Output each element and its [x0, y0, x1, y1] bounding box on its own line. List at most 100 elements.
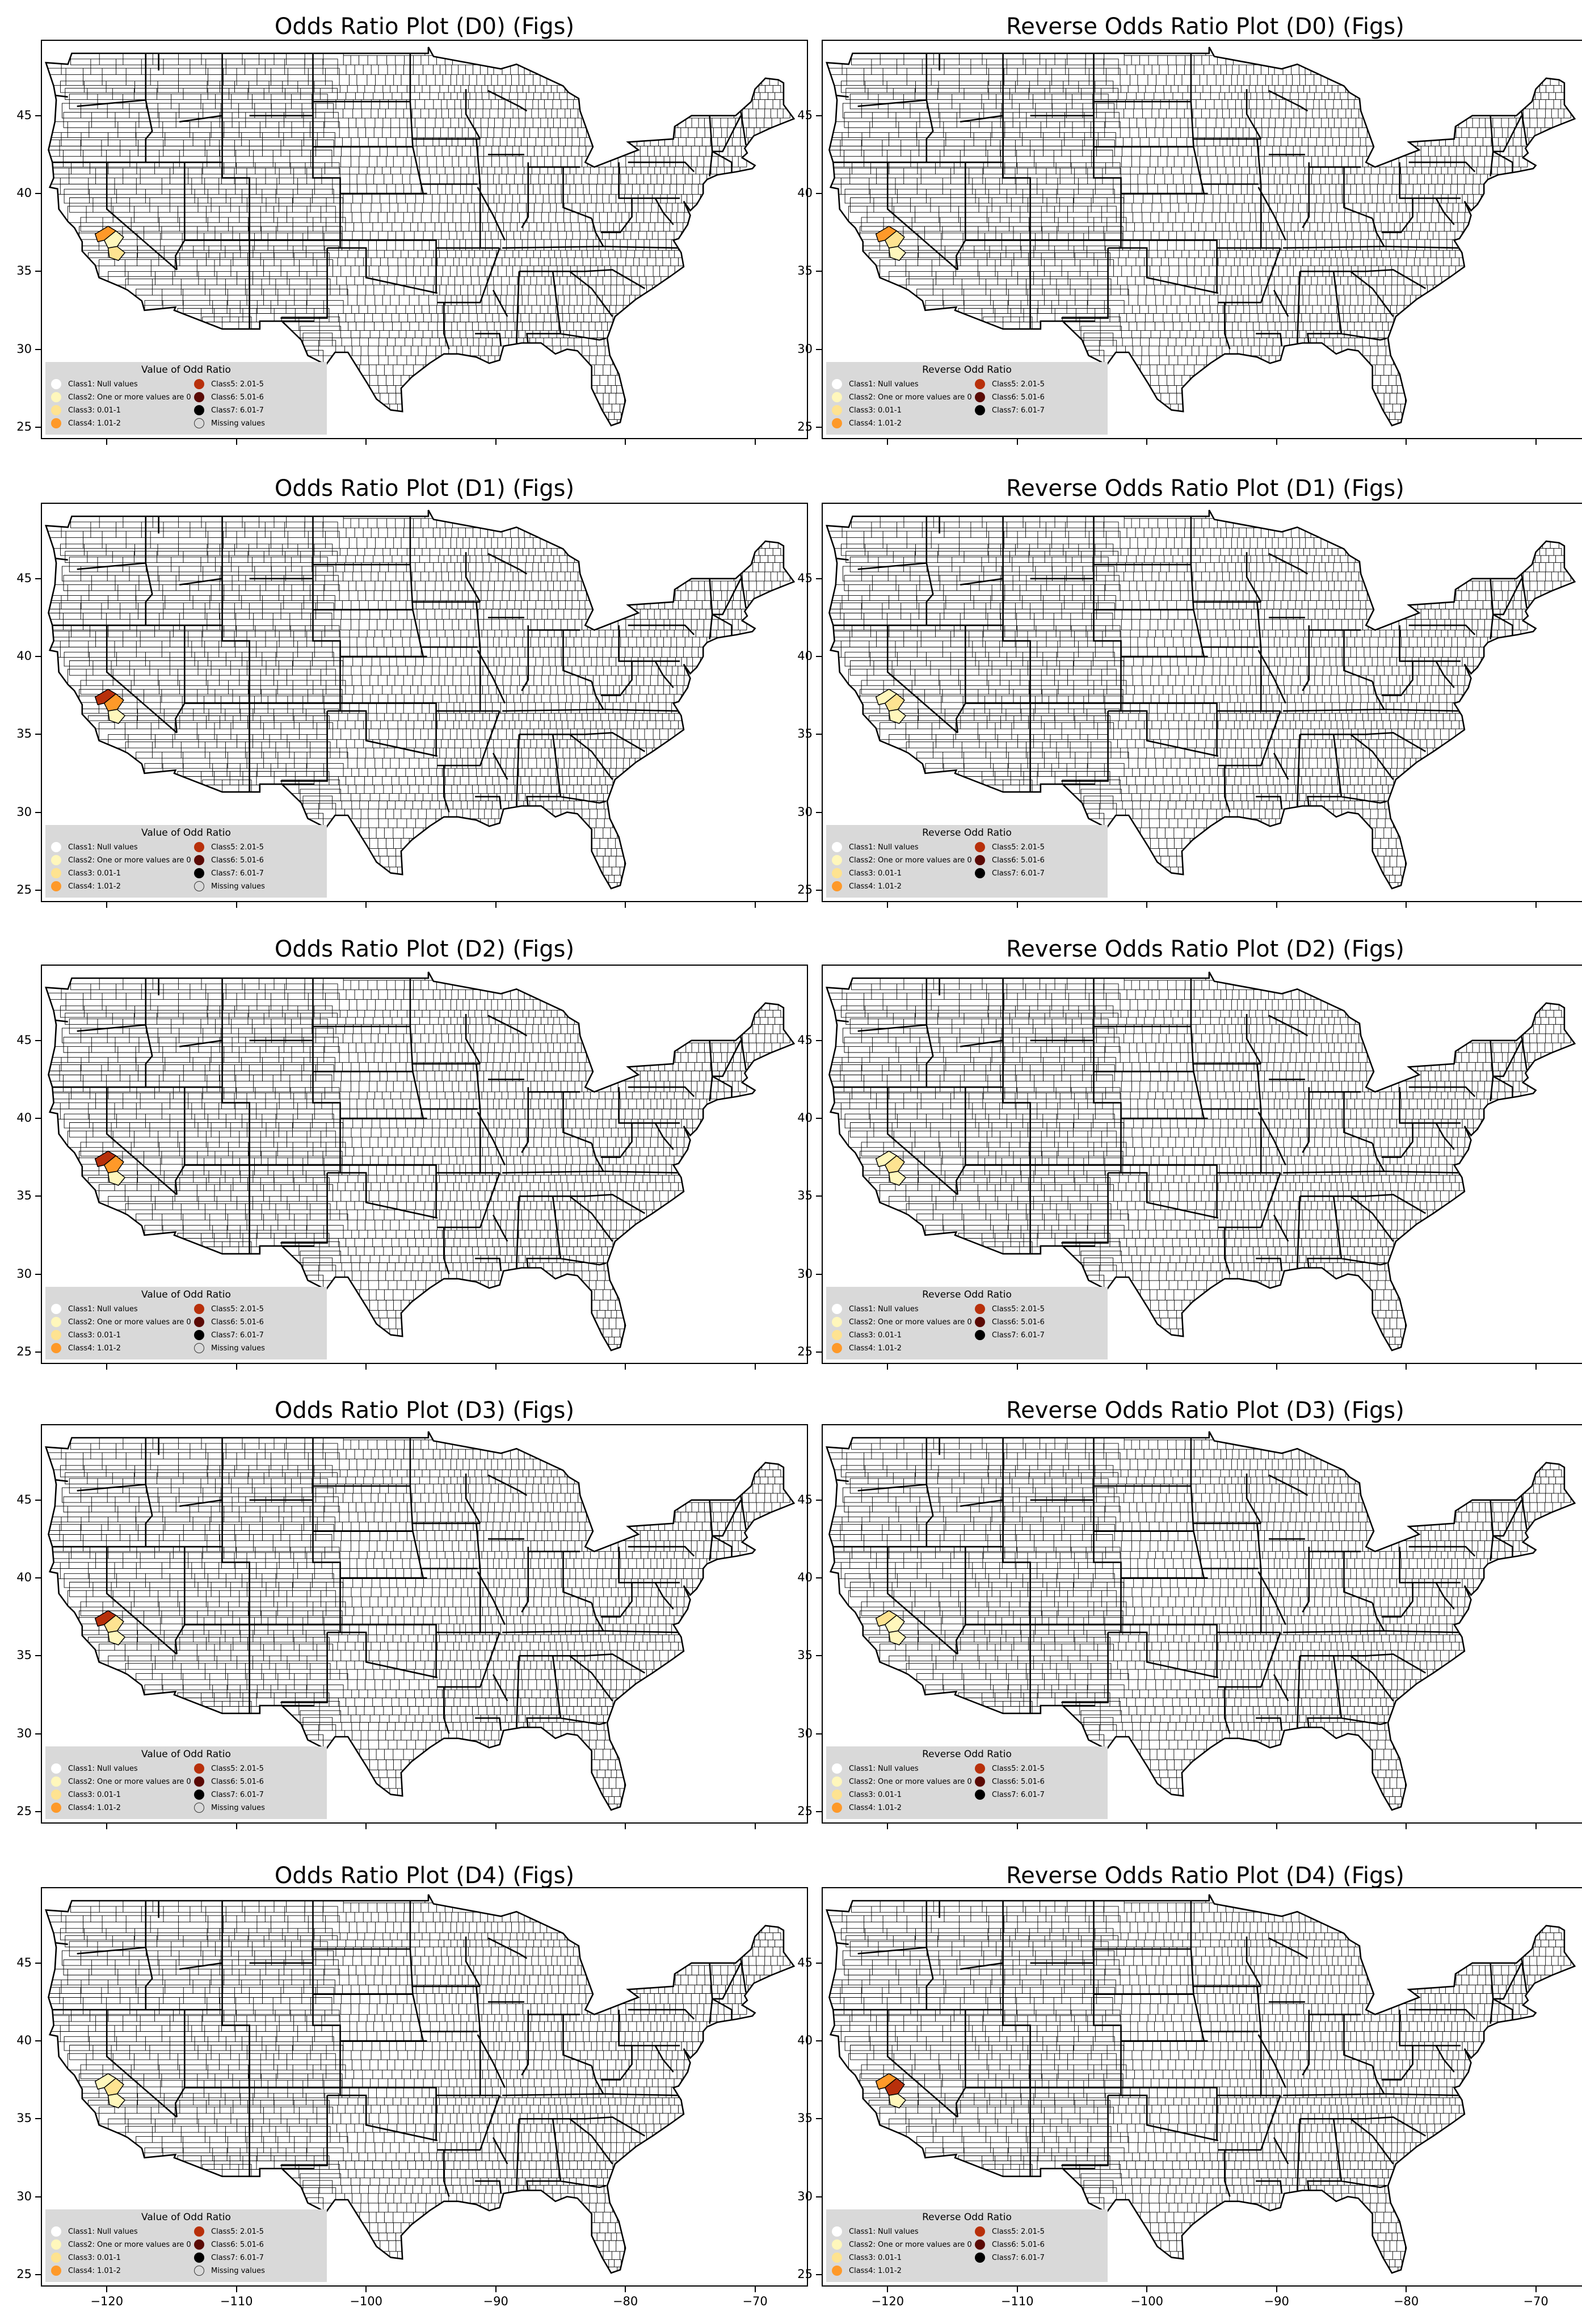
legend-item: Class6: 5.01-6 [194, 2239, 264, 2250]
y-tick-label: 25 [797, 419, 813, 433]
land-area [45, 47, 794, 426]
legend-item: Class6: 5.01-6 [975, 1776, 1045, 1787]
county-map [826, 1894, 1576, 2274]
y-tick-label: 40 [797, 1571, 813, 1585]
map-panel: Value of Odd Ratio Class1: Null values Cla… [41, 965, 808, 1364]
panel-title: Reverse Odds Ratio Plot (D0) (Figs) [1006, 14, 1404, 40]
legend-label: Class7: 6.01-7 [992, 2253, 1045, 2262]
legend-item: Class2: One or more values are 0 [832, 1776, 972, 1787]
y-tick-mark [35, 2196, 41, 2197]
x-tick-mark [365, 1364, 367, 1370]
legend-item: Class6: 5.01-6 [194, 1776, 264, 1787]
y-tick-label: 35 [797, 2111, 813, 2125]
legend-item: Class1: Null values [51, 379, 138, 389]
highlighted-county [884, 693, 905, 711]
highlighted-county [884, 1614, 905, 1633]
legend-label: Missing values [211, 1803, 265, 1812]
legend-swatch [51, 405, 61, 415]
x-tick-label: −90 [483, 2294, 508, 2308]
legend-label: Class5: 2.01-5 [211, 2227, 264, 2236]
legend-swatch [975, 868, 985, 878]
y-tick-mark [35, 348, 41, 350]
legend-swatch [832, 379, 842, 389]
highlighted-county [884, 230, 905, 249]
legend-swatch [194, 2266, 204, 2276]
highlighted-county [888, 246, 907, 261]
highlighted-county [103, 1614, 124, 1633]
y-tick-label: 25 [797, 2267, 813, 2281]
y-tick-label: 25 [16, 882, 32, 896]
panel-title: Odds Ratio Plot (D2) (Figs) [274, 936, 575, 962]
land-area [45, 972, 794, 1350]
legend-label: Class5: 2.01-5 [992, 843, 1045, 852]
highlighted-county [888, 1630, 907, 1645]
y-tick-label: 35 [16, 2111, 32, 2125]
legend-item: Class5: 2.01-5 [975, 379, 1045, 389]
legend-label: Class4: 1.01-2 [849, 419, 902, 428]
y-tick-mark [35, 889, 41, 891]
legend-swatch [975, 1763, 985, 1774]
legend-label: Class4: 1.01-2 [68, 1803, 121, 1812]
x-tick-mark [495, 1824, 497, 1829]
x-tick-label: −70 [742, 2294, 768, 2308]
legend-item: Class7: 6.01-7 [975, 868, 1045, 878]
map-panel: Value of Odd Ratio Class1: Null values Cla… [41, 1887, 808, 2287]
x-tick-mark [106, 2287, 108, 2292]
legend-swatch [194, 868, 204, 878]
y-tick-label: 40 [16, 649, 32, 663]
y-tick-mark [816, 1118, 822, 1119]
legend-item: Class6: 5.01-6 [194, 392, 264, 402]
legend-item: Class4: 1.01-2 [832, 2266, 902, 2276]
state-boundaries [833, 516, 1528, 812]
x-tick-mark [1406, 1364, 1407, 1370]
y-tick-label: 35 [16, 727, 32, 741]
legend-label: Class2: One or more values are 0 [849, 393, 972, 402]
highlighted-county [884, 1155, 905, 1173]
panel-title: Odds Ratio Plot (D4) (Figs) [274, 1863, 575, 1889]
legend-swatch [832, 842, 842, 852]
legend-swatch [51, 1803, 61, 1813]
y-tick-mark [35, 811, 41, 813]
legend-title: Value of Odd Ratio [141, 1289, 231, 1300]
legend-item: Missing values [194, 1803, 265, 1813]
x-tick-mark [1276, 439, 1277, 445]
legend-item: Class4: 1.01-2 [832, 1343, 902, 1353]
legend-swatch [832, 1803, 842, 1813]
legend-item: Class7: 6.01-7 [975, 1330, 1045, 1340]
x-tick-mark [625, 2287, 626, 2292]
legend-label: Class7: 6.01-7 [992, 1331, 1045, 1340]
y-tick-mark [35, 115, 41, 116]
state-boundaries [52, 978, 747, 1274]
x-tick-mark [1276, 2287, 1277, 2292]
map-panel: Value of Odd Ratio Class1: Null values Cla… [41, 40, 808, 439]
x-tick-mark [365, 902, 367, 908]
legend-item: Class1: Null values [832, 379, 919, 389]
legend-label: Class7: 6.01-7 [211, 1331, 264, 1340]
legend-swatch [194, 2253, 204, 2263]
y-tick-label: 45 [797, 1492, 813, 1506]
legend-item: Missing values [194, 1343, 265, 1353]
y-tick-mark [35, 1039, 41, 1041]
y-tick-label: 40 [16, 1111, 32, 1125]
panel-title: Odds Ratio Plot (D1) (Figs) [274, 475, 575, 502]
land-area [45, 1432, 794, 1810]
y-tick-mark [816, 1195, 822, 1197]
map-panel: Value of Odd Ratio Class1: Null values Cla… [41, 1424, 808, 1824]
legend-item: Class6: 5.01-6 [975, 855, 1045, 865]
legend-swatch [975, 2239, 985, 2250]
x-tick-mark [887, 2287, 889, 2292]
state-boundaries [52, 53, 747, 350]
legend-item: Class3: 0.01-1 [51, 1330, 121, 1340]
county-map [826, 1431, 1576, 1811]
y-tick-mark [816, 115, 822, 116]
x-tick-mark [1406, 439, 1407, 445]
y-tick-label: 35 [16, 1189, 32, 1203]
national-outline [826, 971, 1576, 1352]
legend-label: Class3: 0.01-1 [849, 2253, 902, 2262]
legend-swatch [832, 392, 842, 402]
legend-label: Class6: 5.01-6 [992, 393, 1045, 402]
legend-swatch [975, 1790, 985, 1800]
legend-label: Class4: 1.01-2 [849, 1803, 902, 1812]
y-tick-mark [816, 578, 822, 579]
x-tick-mark [1016, 2287, 1018, 2292]
